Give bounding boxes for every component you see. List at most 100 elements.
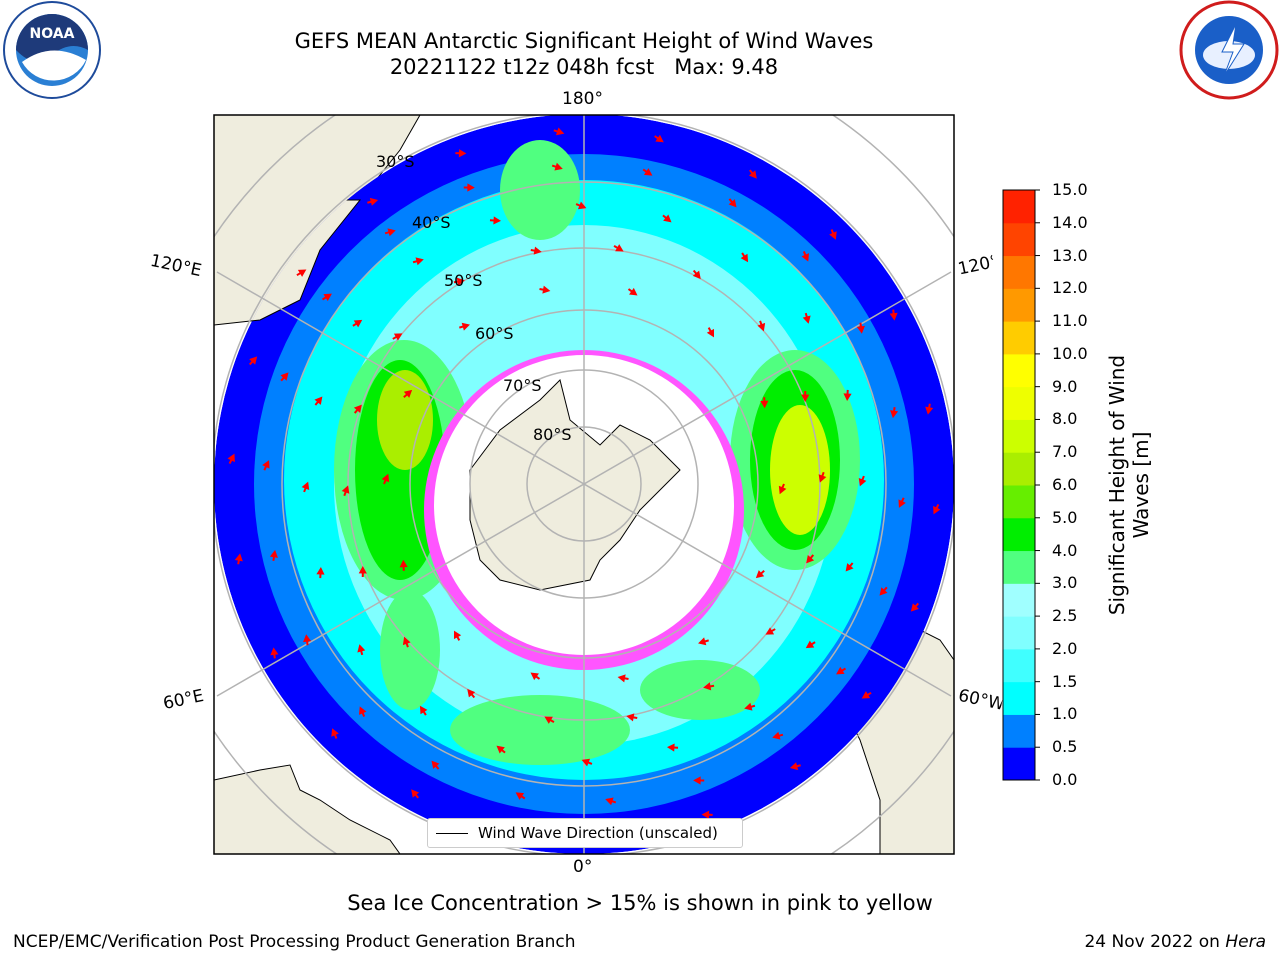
- wave-direction-arrowhead: [703, 682, 712, 691]
- wave-direction-arrowhead: [515, 792, 525, 800]
- wave-direction-arrowhead: [890, 410, 899, 419]
- wave-direction-arrowhead: [706, 328, 715, 338]
- wave-direction-arrowhead: [801, 253, 809, 262]
- colorbar-segment: [1003, 550, 1035, 584]
- wave-direction-arrowhead: [359, 706, 367, 715]
- wave-direction-arrowhead: [801, 394, 810, 403]
- lat-label-30s: 30°S: [376, 152, 415, 171]
- wave-direction-arrowhead: [577, 201, 587, 210]
- wave-direction-arrowhead: [663, 214, 672, 223]
- sea-ice-note: Sea Ice Concentration > 15% is shown in …: [347, 891, 933, 915]
- land-africa: [214, 764, 401, 854]
- wave-direction-arrowhead: [303, 634, 312, 643]
- lat-label-40s: 40°S: [412, 213, 451, 232]
- map-legend: Wind Wave Direction (unscaled): [427, 818, 743, 848]
- wave-direction-arrowhead: [740, 253, 749, 263]
- wave-direction-arrowhead: [765, 627, 775, 635]
- wave-direction-arrowhead: [843, 393, 852, 402]
- colorbar-segment: [1003, 255, 1035, 289]
- wave-direction-arrowhead: [772, 731, 781, 740]
- wave-direction-arrowhead: [399, 559, 408, 568]
- wave-direction-arrowhead: [314, 396, 323, 405]
- wave-direction-arrowhead: [458, 149, 467, 158]
- wave-direction-arrowhead: [353, 404, 362, 413]
- wave-direction-arrowhead: [297, 269, 307, 277]
- footer-date-text: 24 Nov 2022 on: [1084, 932, 1226, 952]
- wave-direction-arrowhead: [453, 630, 462, 640]
- colorbar-tick-label: 8.0: [1052, 409, 1078, 429]
- wave-direction-arrowhead: [234, 553, 243, 562]
- wave-direction-arrowhead: [889, 312, 898, 321]
- wave-direction-arrowhead: [693, 776, 701, 785]
- colorbar-tick-label: 0.5: [1052, 737, 1078, 757]
- colorbar-segment: [1003, 583, 1035, 617]
- lat-label-70s: 70°S: [503, 376, 542, 395]
- colorbar-tick-label: 11.0: [1052, 311, 1088, 331]
- colorbar-segment: [1003, 747, 1035, 781]
- colorbar-segment: [1003, 190, 1035, 224]
- wave-direction-arrowhead: [925, 406, 934, 415]
- colorbar-segment: [1003, 681, 1035, 715]
- wave-direction-arrowhead: [419, 705, 428, 715]
- colorbar-tick-label: 1.5: [1052, 671, 1078, 691]
- wave-direction-arrowhead: [748, 170, 757, 179]
- wave-direction-arrowhead: [493, 216, 502, 225]
- wave-direction-arrowhead: [898, 499, 906, 508]
- colorbar-segment: [1003, 452, 1035, 486]
- colorbar-segment: [1003, 714, 1035, 748]
- colorbar-tick-label: 9.0: [1052, 376, 1078, 396]
- colorbar-segment: [1003, 222, 1035, 257]
- wave-direction-arrowhead: [331, 728, 339, 737]
- wave-direction-arrowhead: [353, 319, 363, 328]
- wave-direction-arrowhead: [262, 460, 270, 469]
- colorbar-tick-label: 2.0: [1052, 638, 1078, 658]
- colorbar-tick-label: 5.0: [1052, 507, 1078, 527]
- wave-direction-arrowhead: [605, 797, 614, 806]
- colorbar-tick-label: 14.0: [1052, 212, 1088, 232]
- wave-direction-arrowhead: [530, 672, 539, 681]
- wave-direction-arrowhead: [806, 555, 815, 564]
- wave-direction-arrowhead: [270, 647, 279, 656]
- wave-direction-arrowhead: [757, 322, 766, 332]
- wave-direction-arrowhead: [227, 453, 235, 463]
- land-antarctica: [469, 379, 681, 591]
- wave-direction-arrowhead: [861, 691, 871, 699]
- colorbar-tick-label: 6.0: [1052, 475, 1078, 494]
- colorbar: [1003, 189, 1040, 781]
- wave-direction-arrowhead: [555, 127, 565, 136]
- wave-direction-arrowhead: [323, 293, 332, 302]
- wave-direction-arrowhead: [533, 246, 542, 255]
- wave-direction-arrowhead: [280, 372, 289, 381]
- colorbar-segment: [1003, 288, 1035, 322]
- wave-direction-arrowhead: [802, 315, 811, 324]
- colorbar-tick-label: 15.0: [1052, 180, 1088, 199]
- legend-label: Wind Wave Direction (unscaled): [478, 824, 718, 842]
- nws-logo: [1179, 0, 1279, 100]
- wave-direction-arrowhead: [316, 566, 325, 575]
- wave-direction-arrowhead: [358, 565, 367, 574]
- wave-direction-arrowhead: [829, 231, 837, 240]
- svg-text:NOAA: NOAA: [30, 26, 75, 42]
- wave-direction-arrowhead: [617, 674, 626, 683]
- footer-date: 24 Nov 2022 on Hera: [1084, 932, 1266, 952]
- wave-direction-arrowhead: [249, 356, 258, 365]
- lat-label-50s: 50°S: [444, 271, 483, 290]
- colorbar-tick-label: 3.0: [1052, 573, 1078, 593]
- wave-direction-arrowhead: [845, 563, 854, 572]
- colorbar-segment: [1003, 517, 1035, 552]
- wave-direction-arrowhead: [467, 183, 475, 192]
- wave-direction-arrowhead: [369, 197, 379, 206]
- wave-direction-arrowhead: [581, 758, 591, 767]
- colorbar-tick-label: 7.0: [1052, 442, 1078, 462]
- colorbar-tick-label: 0.0: [1052, 770, 1078, 789]
- wave-direction-arrowhead: [879, 587, 888, 596]
- wave-direction-arrowhead: [629, 287, 638, 296]
- wave-direction-arrowhead: [402, 636, 411, 646]
- colorbar-segment: [1003, 648, 1035, 683]
- colorbar-segment: [1003, 321, 1035, 355]
- wave-direction-arrowhead: [698, 637, 707, 646]
- wave-direction-arrowhead: [778, 485, 787, 495]
- colorbar-tick-label: 10.0: [1052, 343, 1088, 363]
- chart-title: GEFS MEAN Antarctic Significant Height o…: [294, 29, 874, 53]
- wave-direction-arrowhead: [933, 505, 941, 515]
